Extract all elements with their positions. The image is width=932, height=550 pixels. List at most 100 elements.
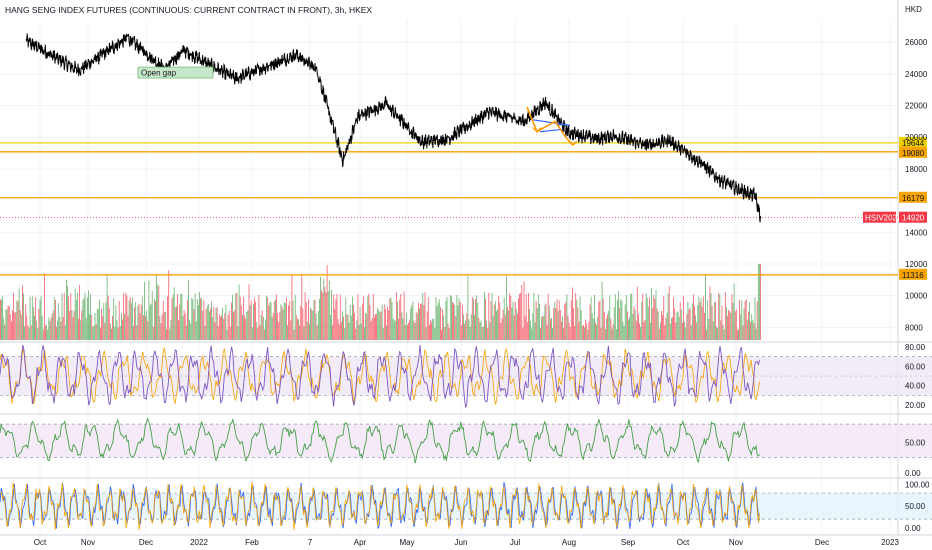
oscillator-line xyxy=(0,482,760,530)
volume-bar xyxy=(353,305,354,340)
volume-bar xyxy=(462,304,463,340)
volume-bar xyxy=(83,297,85,340)
volume-bar xyxy=(694,306,695,340)
volume-bar xyxy=(122,319,123,340)
volume-bar xyxy=(640,327,641,340)
volume-bar xyxy=(126,295,128,340)
time-tick: Oct xyxy=(677,538,690,547)
volume-bar xyxy=(576,299,578,340)
volume-bar xyxy=(337,319,339,340)
volume-bar xyxy=(400,294,402,340)
volume-bar xyxy=(58,303,60,340)
volume-bar xyxy=(738,330,739,340)
volume-bar xyxy=(160,323,162,340)
volume-bar xyxy=(229,326,231,340)
volume-bar xyxy=(248,284,250,340)
oscillator-tick: 20.00 xyxy=(905,401,926,410)
volume-bar xyxy=(466,313,468,340)
volume-bar xyxy=(711,305,713,340)
volume-bar xyxy=(342,311,343,340)
volume-bar xyxy=(667,293,669,340)
oscillator-line xyxy=(0,344,761,408)
volume-bar xyxy=(343,316,344,340)
volume-bar xyxy=(300,305,302,340)
volume-bar xyxy=(16,300,18,340)
volume-bar xyxy=(697,304,699,340)
volume-bar xyxy=(185,325,187,340)
volume-bar xyxy=(477,302,479,340)
volume-bar xyxy=(388,310,390,340)
volume-bar xyxy=(104,322,106,340)
volume-bar xyxy=(555,308,557,340)
volume-bar xyxy=(424,292,426,340)
volume-bar xyxy=(133,326,134,340)
volume-bar xyxy=(97,308,99,340)
volume-bar xyxy=(398,318,399,340)
volume-bar xyxy=(273,301,275,340)
volume-bar xyxy=(14,312,16,340)
volume-bar xyxy=(158,286,160,340)
volume-bar xyxy=(35,297,36,340)
volume-bar xyxy=(443,315,445,340)
volume-bar xyxy=(639,323,640,340)
volume-bar xyxy=(224,313,226,340)
volume-bar xyxy=(740,314,742,340)
volume-bar xyxy=(331,289,332,340)
volume-bar xyxy=(37,328,39,340)
volume-bar xyxy=(572,287,573,340)
level-badge xyxy=(899,191,927,203)
volume-bar xyxy=(169,328,171,340)
volume-bar xyxy=(146,310,148,340)
drawings[interactable]: Open gap xyxy=(137,66,578,147)
volume-bar xyxy=(235,293,237,340)
oscillator-bands xyxy=(0,356,932,520)
time-tick: Oct xyxy=(34,538,47,547)
volume-bar xyxy=(290,320,292,340)
volume-bar xyxy=(157,284,159,340)
volume-bar xyxy=(168,270,170,340)
volume-bar xyxy=(531,328,533,340)
volume-bar xyxy=(544,305,546,340)
volume-bar xyxy=(316,325,318,340)
time-tick: Jun xyxy=(455,538,468,547)
volume-bars xyxy=(0,264,761,340)
volume-bar xyxy=(662,315,663,340)
volume-bar xyxy=(69,311,71,340)
volume-bar xyxy=(650,322,651,340)
volume-bar xyxy=(242,314,243,340)
volume-bar xyxy=(414,322,416,340)
volume-bar xyxy=(737,329,738,340)
volume-bar xyxy=(332,325,333,340)
volume-bar xyxy=(222,307,223,340)
volume-bar xyxy=(464,323,465,340)
volume-bar xyxy=(41,316,43,340)
volume-bar xyxy=(190,323,192,340)
volume-bar xyxy=(354,313,355,340)
volume-bar xyxy=(264,329,265,340)
volume-bar xyxy=(437,302,439,340)
volume-bar xyxy=(297,318,298,340)
volume-bar xyxy=(366,313,368,340)
volume-bar xyxy=(94,312,96,340)
volume-bar xyxy=(535,300,537,340)
volume-bar xyxy=(77,292,78,340)
volume-bar xyxy=(686,314,688,340)
volume-bar xyxy=(374,317,375,340)
volume-bar xyxy=(646,297,648,340)
volume-bar xyxy=(259,325,261,340)
volume-bar xyxy=(49,321,51,340)
volume-bar xyxy=(125,292,127,340)
volume-bar xyxy=(598,302,600,340)
volume-bar xyxy=(421,303,423,340)
volume-bar xyxy=(335,299,337,340)
volume-bar xyxy=(260,315,262,340)
volume-bar xyxy=(735,309,737,340)
volume-bar xyxy=(308,299,309,340)
volume-bar xyxy=(585,319,586,340)
volume-bar xyxy=(669,323,671,340)
volume-bar xyxy=(262,317,264,340)
volume-bar xyxy=(269,302,271,340)
volume-bar xyxy=(303,326,305,340)
